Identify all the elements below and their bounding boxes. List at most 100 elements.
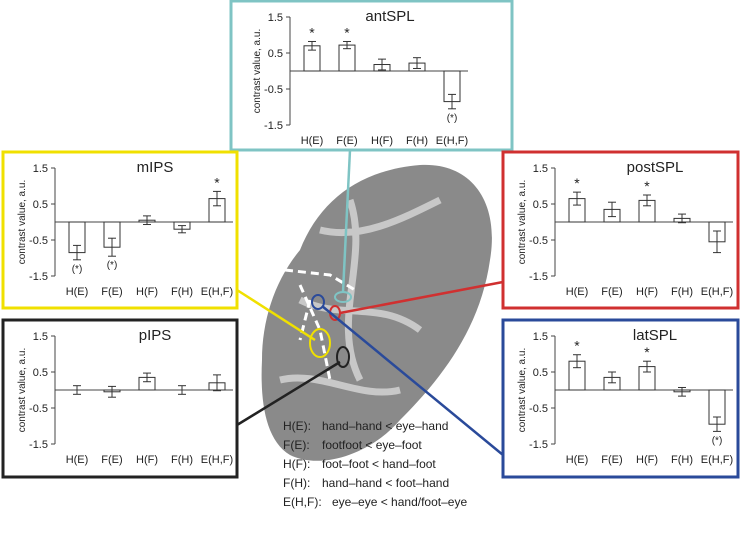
panel: postSPL contrast value, a.u. 1.5 0.5 -0.5 -1.…: [501, 150, 740, 310]
panel-title: pIPS: [139, 327, 172, 344]
key-desc: foot–foot < hand–foot: [322, 457, 436, 471]
y-tick-label: -1.5: [29, 271, 48, 283]
error-bar: [178, 225, 186, 234]
error-bar: [73, 385, 81, 395]
x-tick-label: E(H,F): [201, 454, 233, 466]
key-desc: hand–hand < foot–hand: [322, 476, 449, 490]
error-bar: [643, 194, 651, 207]
y-tick-label: 1.5: [33, 331, 48, 343]
x-tick-label: H(F): [136, 454, 158, 466]
error-bar: [108, 237, 116, 257]
panel: latSPL contrast value, a.u. 1.5 0.5 -0.5 -1.5…: [501, 318, 740, 479]
error-bar: [608, 201, 616, 218]
y-tick-label: -0.5: [29, 403, 48, 415]
y-axis-label: contrast value, a.u.: [17, 180, 28, 265]
roi-mips: [309, 328, 331, 358]
x-tick-label: H(E): [301, 135, 324, 147]
brain-sulci: [279, 196, 442, 396]
panel-title: postSPL: [627, 159, 684, 176]
x-tick-label: H(F): [371, 135, 393, 147]
x-tick-label: E(H,F): [701, 286, 733, 298]
y-tick-label: 0.5: [268, 48, 283, 60]
significance-label: *: [309, 24, 315, 40]
y-tick-label: 0.5: [533, 367, 548, 379]
y-axis-label: contrast value, a.u.: [17, 348, 28, 433]
key-abbr: F(E):: [283, 438, 310, 452]
error-bar: [108, 385, 116, 398]
panel: antSPL contrast value, a.u. 1.5 0.5 -0.5 -1.5…: [229, 0, 514, 152]
significance-label: (*): [107, 260, 118, 271]
x-tick-label: F(H): [406, 135, 428, 147]
x-tick-label: F(E): [601, 286, 622, 298]
error-bar: [213, 190, 221, 207]
connector: [339, 280, 504, 315]
y-tick-label: -1.5: [529, 439, 548, 451]
x-tick-label: H(E): [566, 286, 589, 298]
y-tick-label: 0.5: [533, 199, 548, 211]
y-tick-label: -0.5: [529, 235, 548, 247]
x-tick-label: H(F): [636, 286, 658, 298]
panel: mIPS contrast value, a.u. 1.5 0.5 -0.5 -1.5 H(…: [1, 150, 239, 310]
y-tick-label: -0.5: [264, 84, 283, 96]
error-bar: [713, 230, 721, 254]
x-tick-label: F(E): [336, 135, 357, 147]
y-tick-label: -0.5: [29, 235, 48, 247]
x-tick-label: F(E): [101, 286, 122, 298]
error-bar: [378, 58, 386, 71]
error-bar: [73, 244, 81, 261]
error-bar: [413, 57, 421, 69]
roi-latspl: [311, 294, 325, 310]
y-tick-label: -1.5: [29, 439, 48, 451]
x-tick-label: H(E): [66, 454, 89, 466]
roi-pips: [336, 346, 350, 368]
key-abbr: E(H,F):: [283, 495, 322, 509]
x-tick-label: H(F): [136, 286, 158, 298]
significance-label: (*): [712, 435, 723, 446]
x-tick-label: E(H,F): [701, 454, 733, 466]
error-bar: [573, 354, 581, 369]
error-bar: [143, 215, 151, 226]
panel-title: mIPS: [137, 159, 174, 176]
error-bar: [448, 93, 456, 110]
y-tick-label: -0.5: [529, 403, 548, 415]
y-tick-label: 0.5: [33, 199, 48, 211]
x-tick-label: F(H): [671, 286, 693, 298]
x-tick-label: H(F): [636, 454, 658, 466]
x-tick-label: E(H,F): [201, 286, 233, 298]
sulcus-outline: [284, 268, 356, 381]
error-bar: [643, 360, 651, 373]
panel-frame: [501, 150, 740, 310]
error-bar: [678, 213, 686, 224]
significance-label: *: [214, 174, 220, 190]
x-tick-label: H(E): [66, 286, 89, 298]
significance-label: (*): [72, 264, 83, 275]
connector: [236, 360, 341, 427]
y-tick-label: 1.5: [533, 163, 548, 175]
key-desc: hand–hand < eye–hand: [322, 419, 448, 433]
connector: [341, 149, 352, 293]
error-bar: [678, 386, 686, 397]
significance-label: *: [644, 178, 650, 194]
significance-label: *: [574, 175, 580, 191]
error-bar: [178, 385, 186, 395]
panel-title: latSPL: [633, 327, 677, 344]
y-axis-label: contrast value, a.u.: [252, 29, 263, 114]
y-tick-label: 1.5: [33, 163, 48, 175]
key-abbr: H(E):: [283, 419, 311, 433]
connector: [321, 305, 504, 456]
significance-label: (*): [447, 113, 458, 124]
error-bar: [608, 371, 616, 384]
key-desc: footfoot < eye–foot: [322, 438, 422, 452]
panel-title: antSPL: [365, 8, 414, 25]
y-tick-label: 0.5: [33, 367, 48, 379]
significance-label: *: [344, 24, 350, 40]
x-tick-label: E(H,F): [436, 135, 468, 147]
y-axis-label: contrast value, a.u.: [517, 180, 528, 265]
error-bar: [308, 40, 316, 51]
panel-frame: [501, 318, 740, 479]
key-desc: eye–eye < hand/foot–eye: [332, 495, 467, 509]
error-bar: [573, 191, 581, 206]
x-tick-label: F(H): [671, 454, 693, 466]
y-tick-label: 1.5: [268, 12, 283, 24]
x-tick-label: F(H): [171, 286, 193, 298]
